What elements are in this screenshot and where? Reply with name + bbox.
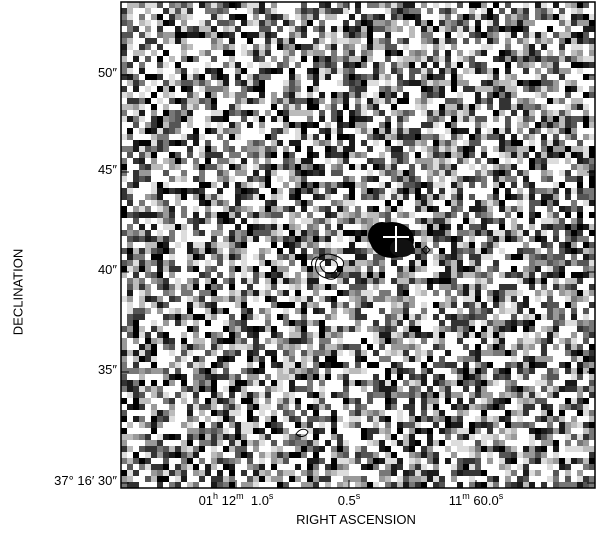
noise-pixel-field — [121, 2, 595, 488]
ra-tick-label: 01h 12m 1.0s — [198, 490, 274, 508]
ra-tick-label: 0.5s — [337, 490, 361, 508]
dec-tick-label: 50″ — [97, 65, 117, 80]
x-axis-title: RIGHT ASCENSION — [296, 512, 416, 527]
dec-tick-label: 45″ — [97, 162, 117, 177]
ra-tick-label: 11m 60.0s — [448, 490, 504, 508]
plot-border — [120, 1, 596, 489]
axis-ticks — [121, 2, 595, 488]
position-cross-marker — [383, 226, 409, 252]
dec-tick-label: 40″ — [97, 262, 117, 277]
dec-tick-label: 35″ — [97, 362, 117, 377]
contour-lines — [295, 245, 431, 437]
y-axis-title: DECLINATION — [10, 248, 26, 336]
dec-tick-label: 37° 16′ 30″ — [54, 473, 117, 488]
